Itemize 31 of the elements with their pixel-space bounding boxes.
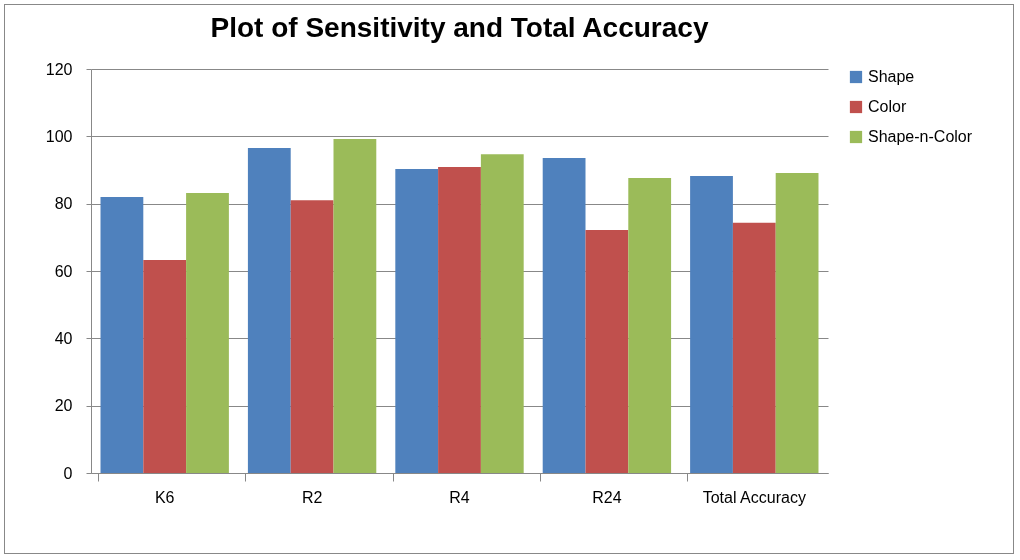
y-tick-label: 60 [54,262,73,280]
bar [290,200,334,473]
bar [333,139,377,473]
y-tick-label: 100 [45,127,73,145]
y-tick-label: 40 [54,329,73,347]
y-tick-label: 80 [54,195,73,213]
x-tick-label: R4 [449,488,470,506]
x-tick-label: R24 [592,488,622,506]
bar [100,196,144,473]
bar [690,176,733,473]
bar [247,148,291,473]
bar [480,154,524,473]
bar [186,192,229,473]
y-tick-label: 120 [45,60,73,78]
legend-label: Color [868,98,907,115]
bar [143,259,187,473]
bar [585,229,629,473]
bar [438,166,481,473]
legend-label: Shape [868,68,915,85]
y-tick-label: 0 [63,464,73,482]
bar [542,157,586,473]
bar [628,178,672,473]
x-tick-label: Total Accuracy [702,488,806,506]
x-tick-label: K6 [154,488,175,506]
y-tick-label: 20 [54,397,73,415]
legend-label: Shape-n-Color [868,128,973,145]
bar [732,222,776,473]
bar [775,173,819,473]
chart-title: Plot of Sensitivity and Total Accuracy [210,12,709,43]
bar [395,168,439,473]
x-tick-label: R2 [301,488,323,506]
